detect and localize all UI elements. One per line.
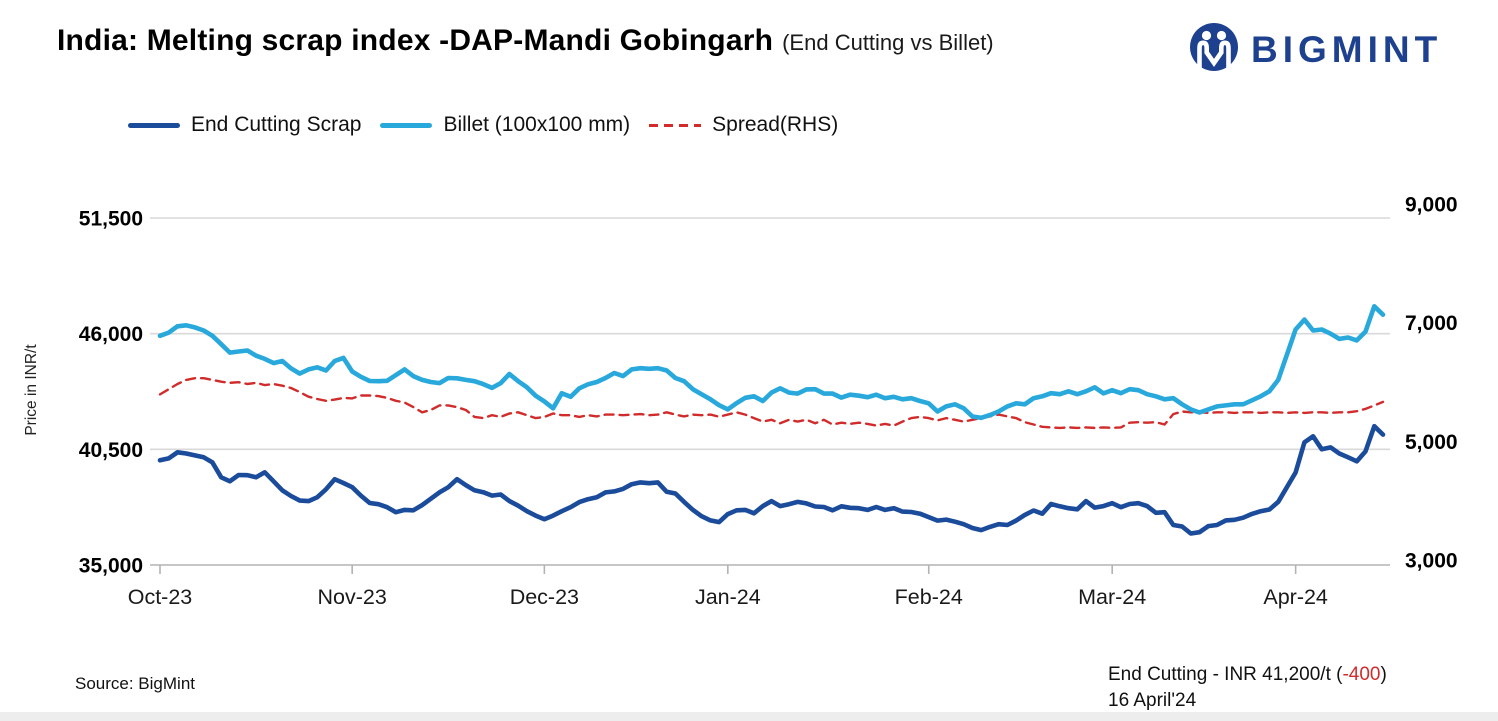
page-title: India: Melting scrap index -DAP-Mandi Go… (57, 24, 994, 58)
y-axis-label-left: 35,000 (79, 555, 143, 578)
bigmint-logo-icon (1190, 23, 1238, 71)
x-axis-label: Jan-24 (695, 585, 761, 609)
y-axis-label-left: 46,000 (79, 323, 143, 346)
x-axis-label: Dec-23 (510, 585, 579, 609)
legend-item-billet: Billet (100x100 mm) (380, 111, 630, 139)
annotation-date: 16 April'24 (1108, 690, 1197, 711)
x-axis-label: Feb-24 (895, 585, 963, 609)
billet-line-swatch-icon (380, 122, 433, 128)
x-axis-label: Mar-24 (1078, 585, 1146, 609)
source-note: Source: BigMint (75, 674, 195, 693)
y-axis-label-left: 40,500 (79, 439, 143, 462)
annotation-paren: ) (1380, 664, 1387, 685)
y-axis-label-left: 51,500 (79, 208, 143, 231)
legend-item-end-cutting-scrap: End Cutting Scrap (128, 111, 361, 139)
chart-subtitle: (End Cutting vs Billet) (782, 30, 994, 55)
billet-line (157, 303, 1386, 421)
legend-label: End Cutting Scrap (191, 113, 362, 136)
brand-name: BIGMINT (1251, 29, 1443, 70)
y-axis-label-right: 3,000 (1405, 550, 1458, 573)
bottom-divider (0, 712, 1498, 721)
y-axis-label-right: 9,000 (1405, 194, 1458, 217)
price-change-badge: -400 (1342, 664, 1381, 685)
bigmint-logo: BIGMINT (1188, 22, 1442, 78)
spread-line-swatch-icon (649, 123, 702, 127)
annotation-line1: End Cutting - INR 41,200/t (-400) (1108, 662, 1387, 688)
spread-line (158, 377, 1385, 430)
chart-legend: End Cutting Scrap Billet (100x100 mm) Sp… (128, 111, 838, 139)
y-axis-label-right: 7,000 (1405, 312, 1458, 335)
x-axis-label: Oct-23 (128, 585, 193, 609)
legend-item-spread: Spread(RHS) (649, 111, 838, 139)
end-cutting-scrap-line (157, 423, 1386, 536)
y-axis-label-right: 5,000 (1405, 431, 1458, 454)
legend-label: Spread(RHS) (712, 113, 839, 136)
x-axis-label: Nov-23 (318, 585, 387, 609)
latest-price-annotation: End Cutting - INR 41,200/t (-400) 16 Apr… (1108, 662, 1387, 714)
x-axis-label: Apr-24 (1263, 585, 1328, 609)
annotation-price: End Cutting - INR 41,200/t ( (1108, 664, 1343, 685)
end-cutting-line-swatch-icon (128, 122, 180, 128)
legend-label: Billet (100x100 mm) (443, 113, 631, 136)
chart-title: India: Melting scrap index -DAP-Mandi Go… (57, 24, 774, 57)
